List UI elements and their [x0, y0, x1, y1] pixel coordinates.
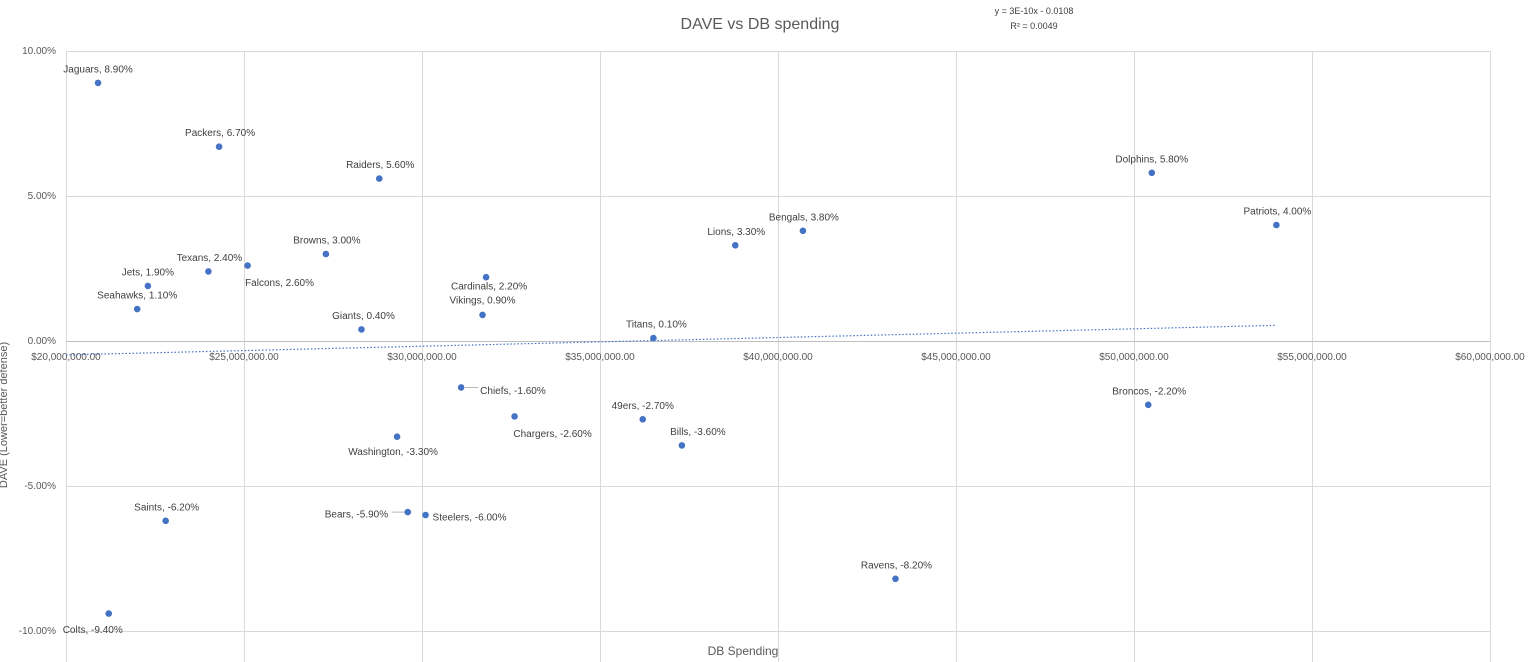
data-label: Giants, 0.40% [332, 311, 395, 322]
data-label: Saints, -6.20% [134, 502, 199, 513]
data-label: Patriots, 4.00% [1243, 207, 1311, 218]
chart-title: DAVE vs DB spending [681, 16, 840, 33]
data-point [162, 517, 169, 525]
data-label: Seahawks, 1.10% [97, 291, 177, 302]
data-label: Jets, 1.90% [122, 267, 174, 278]
trendline [65, 324, 1277, 356]
data-label: Chargers, -2.60% [513, 429, 591, 440]
data-label: Browns, 3.00% [293, 236, 360, 247]
data-points [94, 79, 1280, 617]
data-label: Texans, 2.40% [177, 253, 243, 264]
data-point [94, 79, 102, 87]
data-point [422, 511, 429, 519]
data-point [639, 416, 647, 423]
data-point [482, 273, 490, 281]
data-point [358, 326, 365, 333]
data-point [404, 508, 412, 516]
y-tick-label: 5.00% [28, 191, 56, 202]
data-label: Cardinals, 2.20% [451, 282, 527, 293]
trendline-layer [65, 324, 1277, 356]
data-label: Lions, 3.30% [707, 227, 765, 238]
trendline-r-squared: R² = 0.0049 [1010, 21, 1057, 31]
x-tick-label: $60,000,000.00 [1455, 352, 1525, 363]
axes: 10.00% 5.00% 0.00% -5.00% -10.00% $20,000,000… [19, 46, 1525, 637]
x-axis-title: DB Spending [708, 644, 779, 658]
data-point [1273, 221, 1280, 229]
data-point [731, 242, 739, 249]
data-point [105, 610, 113, 617]
data-label: Colts, -9.40% [63, 625, 123, 636]
y-tick-label: -10.00% [19, 626, 56, 637]
leader-lines [391, 386, 479, 513]
data-point [375, 175, 383, 182]
data-label: Packers, 6.70% [185, 128, 255, 139]
data-point [457, 384, 465, 391]
data-labels: Jaguars, 8.90% Packers, 6.70% Raiders, 5.6… [63, 64, 1312, 636]
x-tick-label: $55,000,000.00 [1277, 352, 1347, 363]
data-label: Titans, 0.10% [626, 320, 687, 331]
data-label: Chiefs, -1.60% [480, 386, 546, 397]
x-tick-label: $40,000,000.00 [743, 352, 813, 363]
data-label: Dolphins, 5.80% [1115, 154, 1188, 165]
data-label: Jaguars, 8.90% [63, 64, 133, 75]
y-tick-label: 10.00% [22, 46, 56, 57]
data-label: Bears, -5.90% [325, 510, 388, 521]
data-label: Steelers, -6.00% [433, 513, 507, 524]
data-label: Raiders, 5.60% [346, 160, 414, 171]
grid-lines [66, 51, 1491, 662]
x-tick-label: $20,000,000.00 [31, 352, 101, 363]
data-point [1148, 169, 1156, 177]
data-label: Ravens, -8.20% [861, 560, 932, 571]
data-point [678, 442, 686, 449]
x-tick-label: $45,000,000.00 [921, 352, 991, 363]
data-point [1144, 401, 1152, 409]
data-point [133, 305, 141, 313]
data-label: Falcons, 2.60% [245, 278, 314, 289]
data-point [205, 268, 212, 275]
data-label: Bengals, 3.80% [769, 212, 839, 223]
data-point [799, 227, 807, 235]
x-tick-label: $25,000,000.00 [209, 352, 279, 363]
trendline-equation: y = 3E-10x - 0.0108 [995, 6, 1074, 16]
data-point [650, 334, 657, 342]
x-tick-label: $35,000,000.00 [565, 352, 635, 363]
data-label: Washington, -3.30% [348, 447, 438, 458]
data-point [244, 262, 251, 269]
y-tick-label: -5.00% [24, 481, 56, 492]
data-point [892, 575, 899, 583]
x-tick-label: $30,000,000.00 [387, 352, 457, 363]
data-label: Vikings, 0.90% [450, 295, 516, 306]
data-point [322, 250, 330, 258]
data-label: 49ers, -2.70% [612, 401, 674, 412]
data-label: Bills, -3.60% [670, 427, 726, 438]
data-label: Broncos, -2.20% [1112, 386, 1186, 397]
y-tick-label: 0.00% [28, 336, 56, 347]
data-point [393, 433, 401, 441]
data-point [144, 282, 152, 290]
data-point [479, 311, 486, 319]
data-point [511, 413, 518, 420]
x-tick-label: $50,000,000.00 [1099, 352, 1169, 363]
y-axis-title: DAVE (Lower=better defense) [0, 342, 10, 488]
data-point [215, 143, 223, 150]
